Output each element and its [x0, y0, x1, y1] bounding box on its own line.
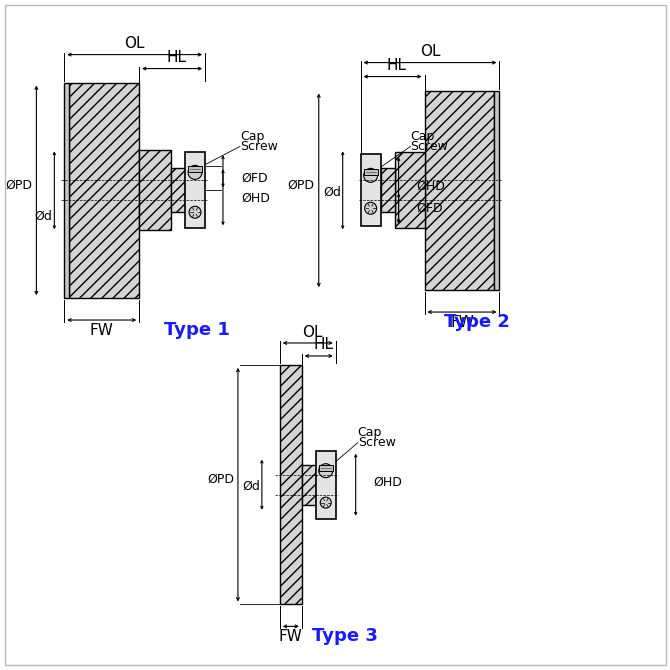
Bar	[319, 465, 333, 471]
Bar	[302, 465, 316, 505]
Bar	[364, 170, 378, 176]
Text: Ød: Ød	[323, 186, 341, 199]
Bar	[360, 154, 381, 226]
Text: Screw: Screw	[358, 436, 395, 450]
Text: OL: OL	[420, 44, 440, 59]
Text: Type 1: Type 1	[164, 321, 230, 339]
Text: FW: FW	[279, 629, 303, 644]
Text: HL: HL	[314, 338, 334, 352]
Bar	[316, 451, 336, 519]
Text: ØHD: ØHD	[417, 180, 446, 193]
Circle shape	[189, 206, 201, 218]
Text: Screw: Screw	[240, 140, 278, 153]
Text: ØHD: ØHD	[241, 192, 270, 205]
Text: Cap: Cap	[358, 426, 382, 440]
Circle shape	[188, 165, 202, 180]
Circle shape	[319, 464, 333, 478]
Bar	[64, 82, 69, 298]
Text: FW: FW	[450, 314, 474, 330]
Bar	[188, 166, 202, 172]
Text: Type 2: Type 2	[444, 313, 511, 331]
Circle shape	[364, 168, 378, 182]
Text: ØHD: ØHD	[374, 476, 403, 489]
Bar	[494, 90, 499, 290]
Text: Cap: Cap	[240, 130, 264, 143]
Text: ØFD: ØFD	[417, 202, 443, 215]
Bar	[185, 152, 205, 228]
Text: Ød: Ød	[34, 210, 52, 222]
Text: ØPD: ØPD	[5, 179, 32, 192]
Text: ØPD: ØPD	[207, 473, 234, 486]
Text: FW: FW	[90, 322, 114, 338]
Circle shape	[364, 202, 377, 214]
Text: Screw: Screw	[411, 140, 448, 153]
Text: HL: HL	[387, 58, 407, 73]
Text: OL: OL	[303, 324, 323, 340]
Text: Type 3: Type 3	[312, 627, 378, 645]
Text: ØPD: ØPD	[288, 179, 315, 192]
Text: HL: HL	[166, 50, 186, 65]
Circle shape	[320, 497, 331, 508]
Bar	[381, 168, 395, 212]
Text: Ød: Ød	[242, 480, 260, 493]
Text: OL: OL	[125, 36, 145, 51]
Bar	[139, 150, 171, 230]
Bar	[280, 365, 302, 604]
Text: ØFD: ØFD	[241, 172, 267, 185]
Bar	[425, 90, 494, 290]
Bar	[69, 82, 139, 298]
Bar	[395, 152, 425, 228]
Text: Cap: Cap	[411, 130, 435, 143]
Bar	[171, 168, 185, 212]
